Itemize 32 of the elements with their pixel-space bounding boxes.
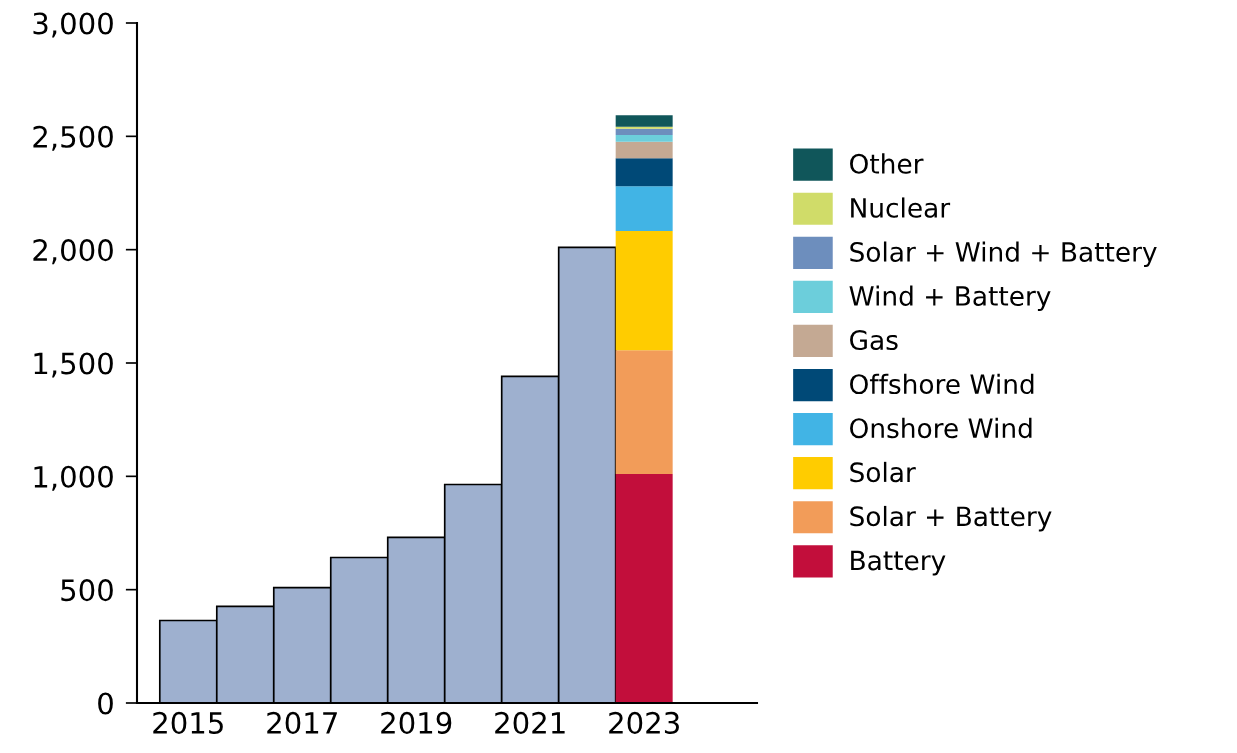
bar <box>615 186 673 232</box>
x-tick-label: 2015 <box>153 711 223 734</box>
legend-label: Onshore Wind <box>850 417 1032 439</box>
legend-label: Nuclear <box>851 197 951 218</box>
y-tick-label: 1,500 <box>34 352 113 378</box>
legend-label: Solar + Battery <box>850 505 1052 532</box>
bar <box>615 231 673 351</box>
x-tick-label: 2021 <box>495 711 565 734</box>
bar <box>615 115 673 127</box>
bar <box>615 128 673 135</box>
bar <box>615 141 673 159</box>
x-tick-label: 2023 <box>609 711 679 734</box>
bar <box>615 158 673 187</box>
y-tick-label: 3,000 <box>33 12 113 38</box>
x-tick-label: 2019 <box>381 711 452 734</box>
bar <box>615 134 673 142</box>
bar <box>615 474 673 703</box>
y-tick-label: 500 <box>61 579 113 602</box>
y-tick-label: 0 <box>98 692 113 715</box>
legend-label: Solar <box>850 461 916 483</box>
legend-label: Gas <box>850 330 898 351</box>
legend-label: Wind + Battery <box>849 285 1051 312</box>
legend-label: Offshore Wind <box>850 373 1034 395</box>
y-tick-label: 1,000 <box>34 465 113 491</box>
bar <box>615 126 673 129</box>
x-tick-label: 2017 <box>267 711 337 734</box>
y-tick-label: 2,000 <box>33 239 113 265</box>
bar <box>615 350 673 475</box>
y-tick-label: 2,500 <box>33 125 113 151</box>
legend-label: Battery <box>851 550 946 576</box>
legend-label: Other <box>850 153 924 174</box>
legend-label: Solar + Wind + Battery <box>850 241 1157 268</box>
